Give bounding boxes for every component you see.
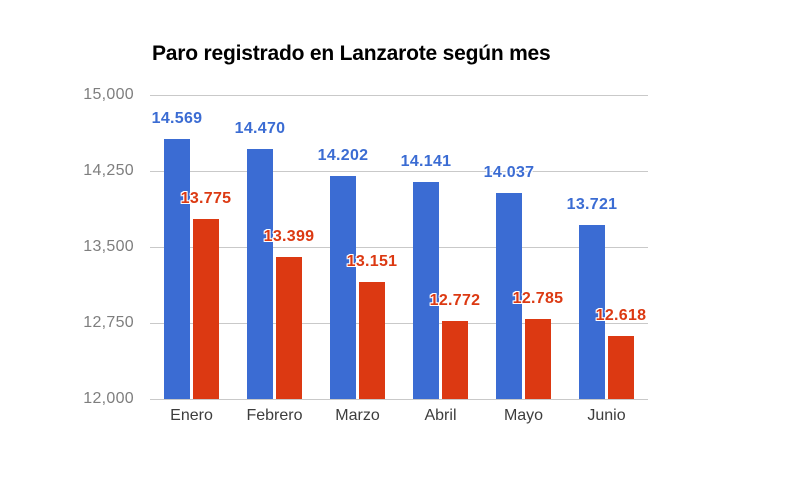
bar-series-red-marzo (359, 282, 385, 399)
bar-series-blue-marzo (330, 175, 356, 399)
y-axis-label: 12,750 (83, 314, 134, 331)
bar-series-red-mayo (525, 319, 551, 399)
y-axis-label: 14,250 (83, 162, 134, 179)
y-axis-label: 12,000 (83, 390, 134, 407)
value-label-series-blue-junio: 13.721 (566, 195, 618, 213)
plot-area: 14.569 13.775 14.470 13.399 14.202 13.151 14.1… (150, 95, 648, 400)
bar-series-blue-junio (579, 224, 605, 399)
value-label-series-red-enero: 13.775 (180, 190, 232, 208)
gridline (150, 247, 648, 248)
gridline (150, 323, 648, 324)
bar-series-red-junio (608, 336, 634, 399)
value-label-series-red-abril: 12.772 (429, 291, 481, 309)
x-axis-label: Mayo (503, 407, 544, 424)
x-axis-label: Abril (424, 407, 457, 424)
value-label-series-blue-marzo: 14.202 (317, 146, 369, 164)
value-label-series-blue-mayo: 14.037 (483, 163, 535, 181)
x-axis: Enero Febrero Marzo Abril Mayo Junio (150, 406, 648, 428)
gridline (150, 399, 648, 400)
value-label-series-red-mayo: 12.785 (512, 290, 564, 308)
x-axis-label: Marzo (335, 407, 380, 424)
chart-title: Paro registrado en Lanzarote según mes (152, 42, 551, 65)
value-label-series-red-junio: 12.618 (595, 307, 647, 325)
x-axis-label: Junio (587, 407, 626, 424)
y-axis: 15,000 14,250 13,500 12,750 12,000 (0, 87, 134, 407)
bar-series-red-enero (193, 219, 219, 399)
y-axis-label: 15,000 (83, 86, 134, 103)
bar-series-red-febrero (276, 257, 302, 399)
gridline (150, 95, 648, 96)
bar-series-blue-mayo (496, 192, 522, 399)
gridline (150, 171, 648, 172)
x-axis-label: Febrero (246, 407, 303, 424)
x-axis-label: Enero (170, 407, 213, 424)
value-label-series-blue-abril: 14.141 (400, 153, 452, 171)
value-label-series-red-marzo: 13.151 (346, 253, 398, 271)
y-axis-label: 13,500 (83, 238, 134, 255)
value-label-series-blue-enero: 14.569 (151, 109, 203, 127)
bar-series-blue-enero (164, 138, 190, 399)
value-label-series-blue-febrero: 14.470 (234, 119, 286, 137)
bar-series-blue-abril (413, 182, 439, 399)
bar-series-red-abril (442, 320, 468, 399)
value-label-series-red-febrero: 13.399 (263, 228, 315, 246)
bar-series-blue-febrero (247, 148, 273, 399)
